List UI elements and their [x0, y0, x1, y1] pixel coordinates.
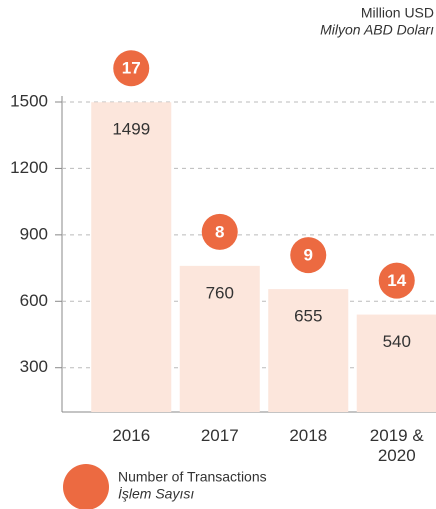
transaction-bubble — [290, 237, 327, 274]
x-tick-label: 2019 & 2020 — [369, 426, 424, 465]
transaction-label: 14 — [387, 271, 406, 290]
bar — [91, 102, 172, 412]
bar — [356, 314, 436, 412]
x-tick-label: 2018 — [289, 426, 328, 445]
transaction-bubble — [201, 213, 238, 250]
y-tick-label: 1500 — [10, 91, 48, 110]
transaction-bubble — [378, 262, 415, 299]
x-tick-label: 2016 — [112, 426, 151, 445]
value-label: 760 — [206, 283, 234, 302]
y-tick-label: 600 — [20, 291, 48, 310]
y-tick-label: 900 — [20, 224, 48, 243]
value-label: 655 — [294, 307, 322, 326]
value-label: 540 — [383, 332, 411, 351]
bar — [179, 265, 260, 412]
x-tick-label: 2017 — [200, 426, 239, 445]
unit-label-tr: Milyon ABD Doları — [320, 22, 434, 38]
transaction-label: 17 — [122, 59, 141, 78]
unit-label: Million USD — [361, 5, 434, 21]
transaction-label: 9 — [304, 246, 313, 265]
y-tick-label: 1200 — [10, 158, 48, 177]
legend-swatch — [63, 464, 109, 509]
value-label: 1499 — [112, 120, 150, 139]
transaction-bubble — [113, 50, 150, 87]
transaction-label: 8 — [215, 222, 224, 241]
y-tick-label: 300 — [20, 357, 48, 376]
legend-label-tr: İşlem Sayısı — [118, 486, 194, 502]
bar — [268, 289, 349, 412]
legend-label: Number of Transactions — [118, 469, 267, 485]
